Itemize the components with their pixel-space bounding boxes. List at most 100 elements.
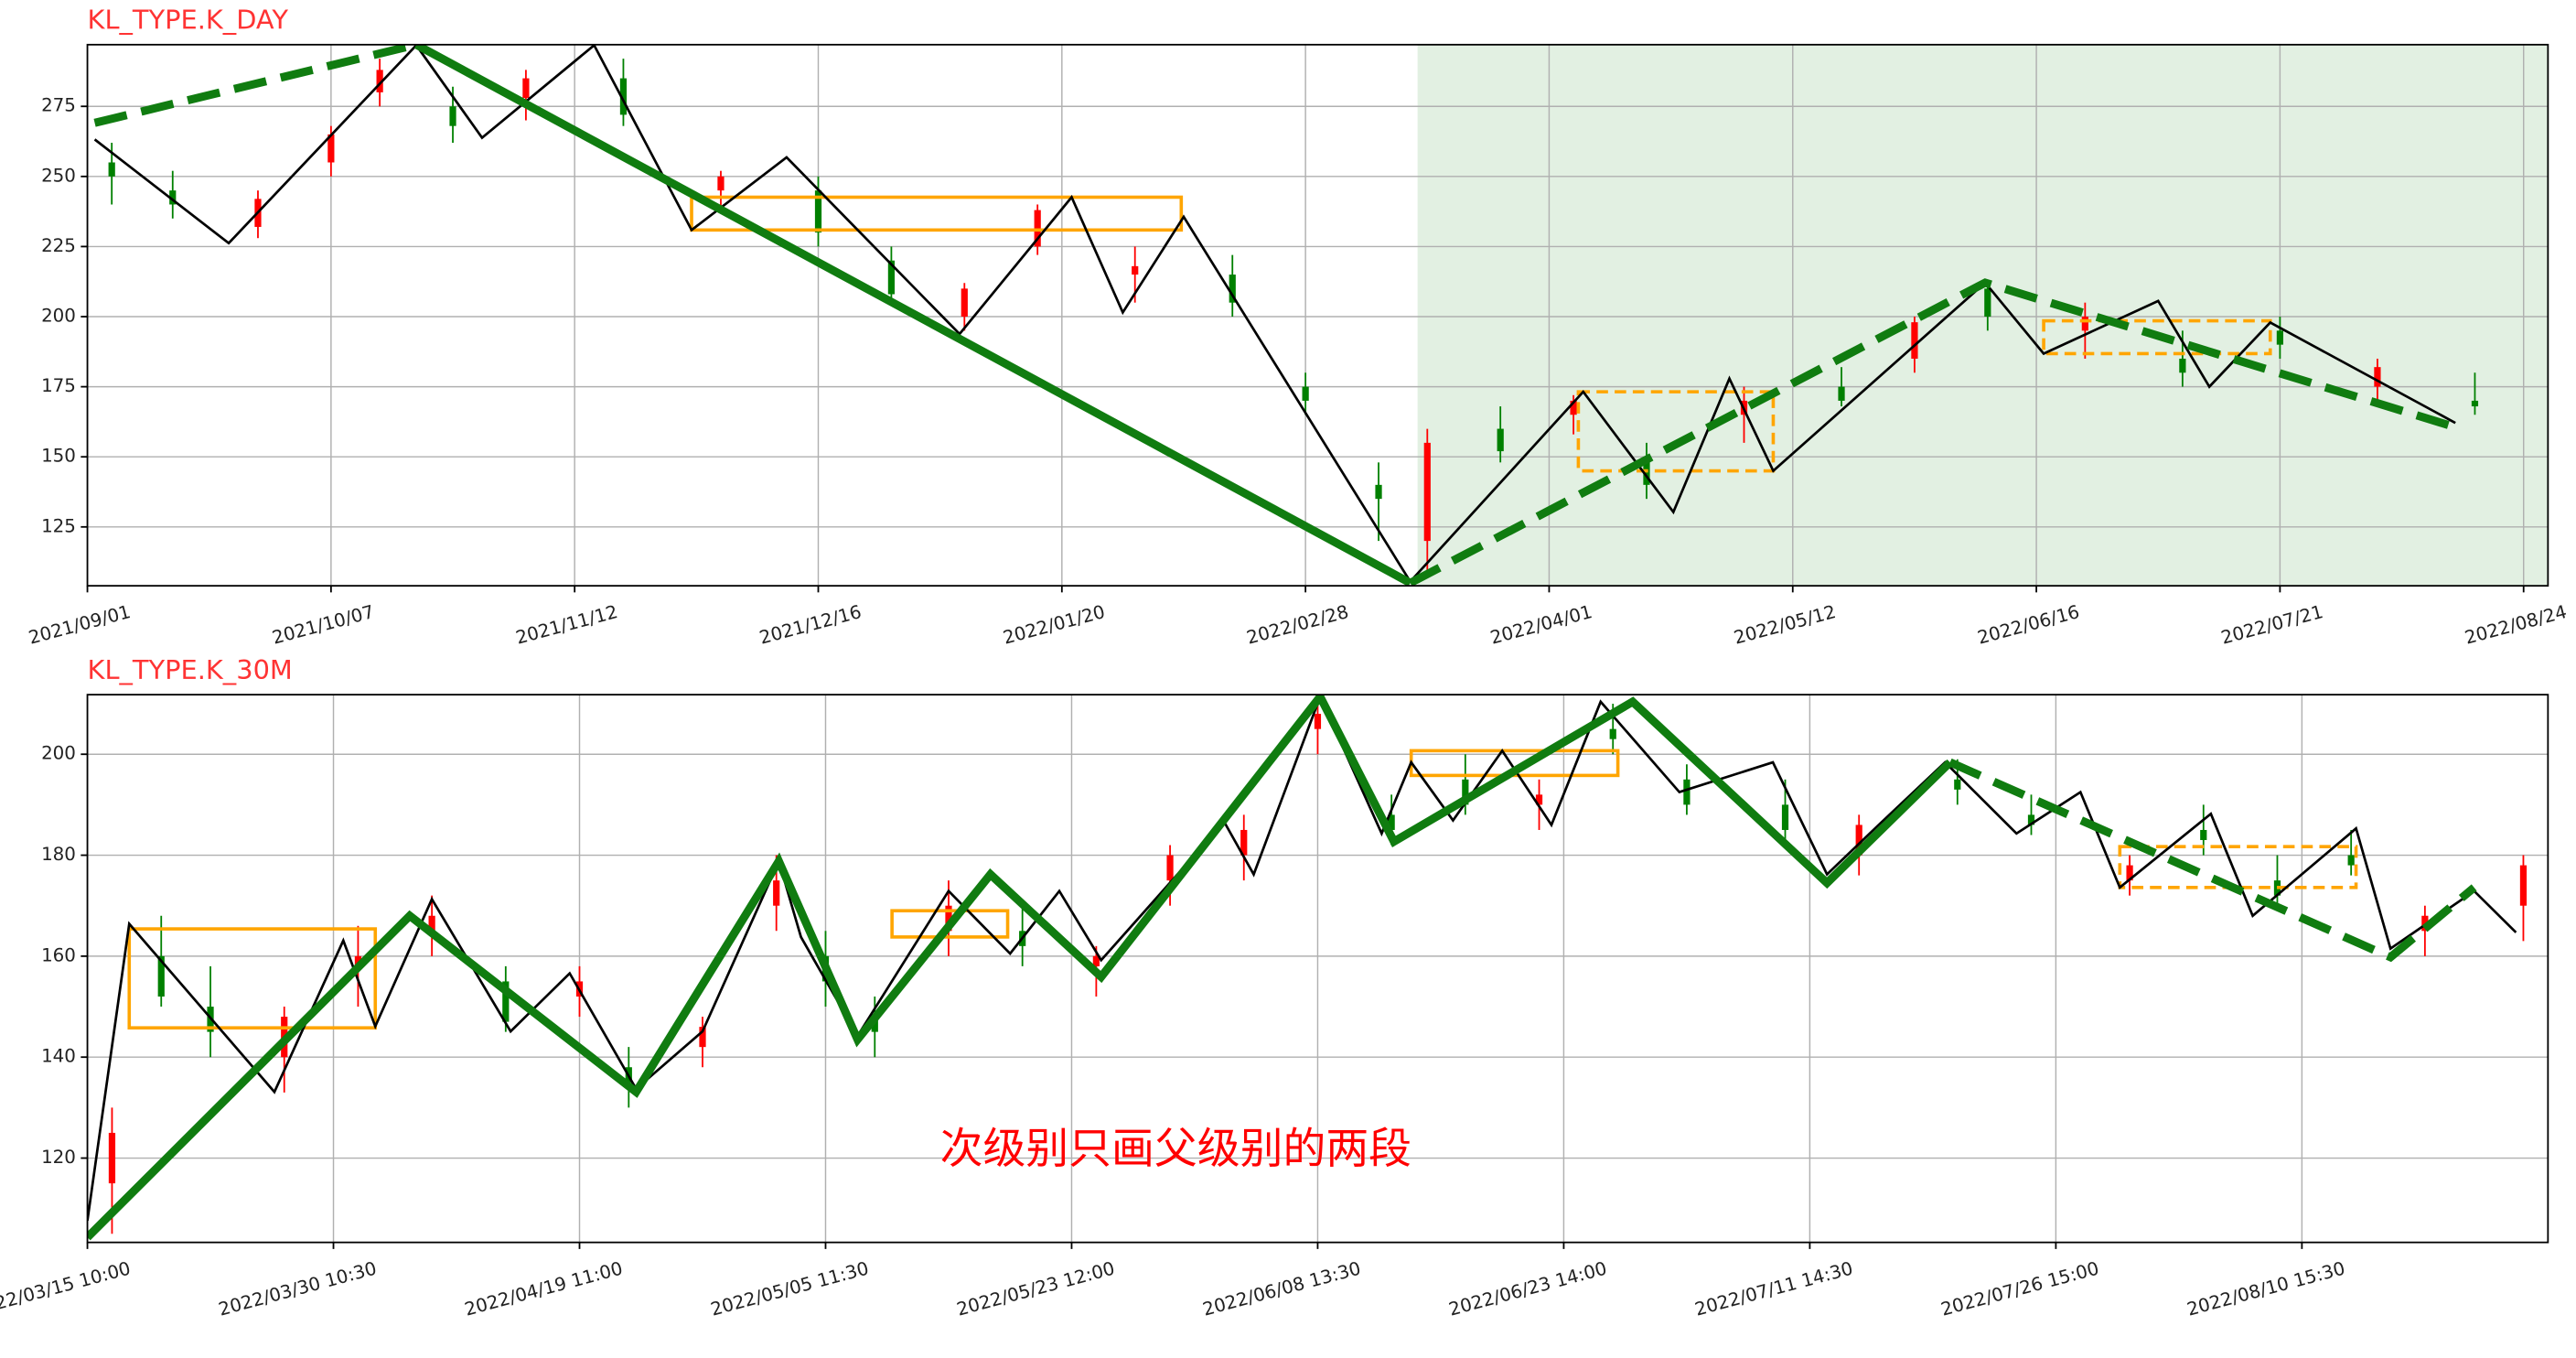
x-tick-label: 2022/03/30 10:30 xyxy=(216,1257,379,1320)
x-tick-label: 2022/05/23 12:00 xyxy=(954,1257,1117,1320)
x-tick-label: 2022/02/28 xyxy=(1244,601,1350,649)
candle-body xyxy=(108,1132,116,1184)
x-tick-label: 2022/01/20 xyxy=(1001,601,1107,649)
y-tick-label: 275 xyxy=(41,95,76,116)
x-tick-label: 2022/03/15 10:00 xyxy=(0,1257,133,1320)
y-tick-label: 160 xyxy=(41,944,76,965)
x-tick-label: 2022/05/12 xyxy=(1732,601,1838,649)
highlight-region xyxy=(1417,44,2549,587)
segment-line xyxy=(87,695,1953,1241)
candle-body xyxy=(2374,367,2381,387)
x-tick-label: 2022/06/16 xyxy=(1975,601,2081,649)
zhongshu-box xyxy=(690,195,1184,232)
annotation: 次级别只画父级别的两段 xyxy=(940,1124,1411,1174)
candle-body xyxy=(522,78,530,99)
candle-body xyxy=(2519,865,2528,906)
candle-body xyxy=(2179,358,2186,373)
x-tick-label: 2022/07/26 15:00 xyxy=(1938,1257,2101,1320)
y-tick-label: 225 xyxy=(41,235,76,256)
candle-body xyxy=(1240,829,1248,856)
candle-body xyxy=(1911,322,1918,359)
axes-frame xyxy=(86,43,2549,587)
candle-body xyxy=(773,880,780,906)
panel-title: KL_TYPE.K_30M xyxy=(88,654,293,685)
candle-body xyxy=(157,955,165,997)
candle-body xyxy=(1570,400,1577,415)
x-tick-label: 2021/11/12 xyxy=(513,601,619,649)
x-tick-label: 2022/05/05 11:30 xyxy=(708,1257,871,1320)
candle-body xyxy=(1954,779,1961,790)
y-tick-label: 175 xyxy=(41,375,76,396)
x-tick-label: 2021/12/16 xyxy=(757,601,864,649)
y-tick-label: 125 xyxy=(41,515,76,536)
y-tick-label: 140 xyxy=(41,1046,76,1067)
candle-body xyxy=(1423,442,1431,542)
x-tick-label: 2021/10/07 xyxy=(270,601,376,649)
candle-body xyxy=(619,78,628,115)
x-tick-label: 2022/08/10 15:30 xyxy=(2184,1257,2347,1320)
zhongshu-box xyxy=(2042,318,2272,356)
candle-body xyxy=(945,905,952,932)
candle-body xyxy=(2200,829,2207,841)
plot-area xyxy=(87,695,2549,1243)
candle-body xyxy=(887,260,896,295)
panel-title: KL_TYPE.K_DAY xyxy=(88,5,289,36)
candle-body xyxy=(961,288,968,318)
candle-body xyxy=(108,162,115,177)
candle-body xyxy=(1132,265,1139,275)
zhongshu-box xyxy=(2118,845,2358,889)
candle-body xyxy=(1314,714,1322,729)
candle-body xyxy=(1092,955,1100,966)
y-tick-label: 200 xyxy=(41,306,76,327)
candle-body xyxy=(1229,275,1236,303)
candle-body xyxy=(1838,386,1845,401)
candle-body xyxy=(1034,210,1041,247)
x-tick-label: 2022/07/21 xyxy=(2219,601,2325,649)
bi-line xyxy=(93,44,2456,584)
y-tick-label: 180 xyxy=(41,844,76,865)
candle-body xyxy=(699,1027,706,1048)
candle-body xyxy=(428,915,435,932)
candle-body xyxy=(2081,317,2088,331)
y-tick-label: 200 xyxy=(41,743,76,764)
candle-body xyxy=(1375,484,1382,500)
candle-body xyxy=(2276,330,2284,345)
zhongshu-box xyxy=(127,927,378,1030)
candle-body xyxy=(1781,804,1789,830)
candle-body xyxy=(1984,288,1991,318)
candle-body xyxy=(2027,814,2035,825)
x-tick-label: 2021/09/01 xyxy=(27,601,133,649)
candle-body xyxy=(1855,824,1862,856)
zhongshu-box xyxy=(890,909,1010,939)
candle-body xyxy=(717,176,724,191)
x-tick-label: 2022/06/23 14:00 xyxy=(1446,1257,1609,1320)
candle-body xyxy=(502,981,510,1022)
segment-line xyxy=(93,44,418,127)
candle-body xyxy=(2126,865,2133,881)
candle-body xyxy=(327,134,335,163)
candle-body xyxy=(1683,779,1690,805)
candle-body xyxy=(814,190,822,233)
candle-body xyxy=(1302,386,1309,401)
y-tick-label: 150 xyxy=(41,446,76,467)
x-tick-label: 2022/04/19 11:00 xyxy=(462,1257,625,1320)
candle-body xyxy=(1166,855,1174,881)
segment-line xyxy=(413,44,1412,587)
candle-body xyxy=(1388,814,1395,830)
panel: 120 140 160 180 200 2022/03/15 10:00 2022/03/3… xyxy=(0,654,2549,1320)
candle-body xyxy=(2347,855,2355,866)
candle-body xyxy=(169,190,177,205)
candle-body xyxy=(1609,728,1616,739)
candle-body xyxy=(1497,428,1504,452)
x-tick-label: 2022/07/11 14:30 xyxy=(1692,1257,1855,1320)
y-tick-label: 250 xyxy=(41,165,76,186)
candle-body xyxy=(354,955,362,966)
zhongshu-box xyxy=(1576,390,1776,473)
candle-body xyxy=(449,106,456,126)
axes-frame xyxy=(86,694,2549,1244)
panel: 125 150 175 200 225 250 275 2021/09/01 2021/10/0… xyxy=(27,5,2570,649)
x-tick-label: 2022/06/08 13:30 xyxy=(1200,1257,1363,1320)
candle-body xyxy=(2471,400,2479,407)
